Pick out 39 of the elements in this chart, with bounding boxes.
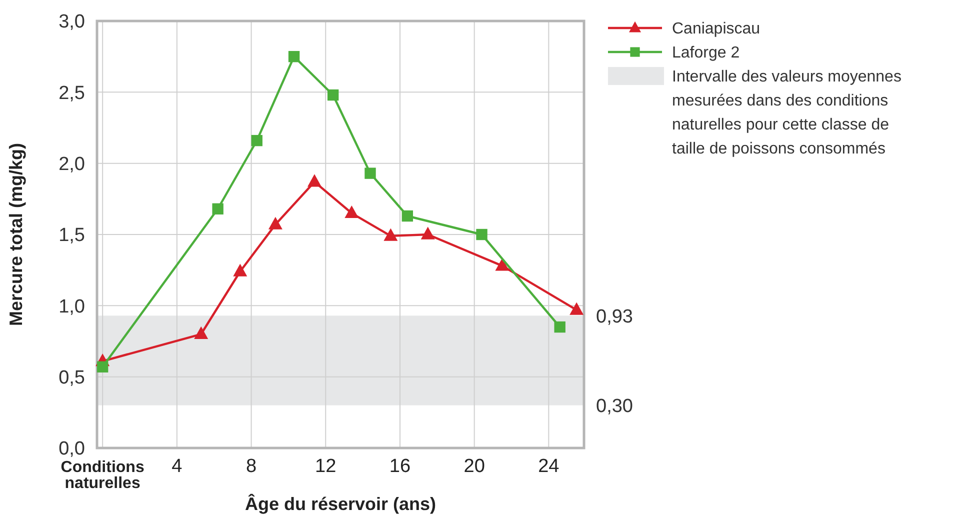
point <box>233 264 248 276</box>
y-tick-label: 1,5 <box>58 225 85 246</box>
y-tick-label: 1,0 <box>58 296 85 318</box>
y-tick-label: 3,0 <box>58 12 85 33</box>
point <box>288 50 300 62</box>
y-tick-label: 2,0 <box>58 154 85 175</box>
y-axis-title: Mercure total (mg/kg) <box>6 142 26 326</box>
point <box>495 258 510 271</box>
point <box>212 203 224 214</box>
point <box>194 326 208 340</box>
point <box>476 228 488 240</box>
point <box>251 134 262 146</box>
x-tick-label: 20 <box>464 456 485 477</box>
point <box>307 174 322 187</box>
x-axis-title: Âge du réservoir (ans) <box>244 493 436 514</box>
point <box>420 226 435 240</box>
x-tick-label: 24 <box>538 456 560 477</box>
x-tick-label: 4 <box>172 456 183 477</box>
legend-label: Laforge 2 <box>672 44 740 62</box>
text: 0,30 <box>596 396 633 417</box>
legend-label: Caniapiscau <box>672 20 760 38</box>
point <box>344 205 359 218</box>
x-tick-label: 8 <box>246 456 257 477</box>
text: 0,93 <box>596 306 633 328</box>
x-tick-label: 16 <box>389 456 411 477</box>
point <box>364 168 376 179</box>
x-tick-label: 12 <box>315 456 336 477</box>
point <box>96 361 108 372</box>
point <box>268 216 282 230</box>
point <box>327 89 339 101</box>
y-tick-label: 0,5 <box>58 367 85 388</box>
legend-label: Intervalle des valeurs moyennes mesurées dans des conditions naturelles pour cette classe de taille de poissons consommés <box>672 68 902 158</box>
point <box>554 321 566 333</box>
point <box>570 302 584 315</box>
point <box>402 210 414 222</box>
x-tick-label: Conditions naturelles <box>60 459 144 492</box>
y-tick-label: 0,0 <box>58 438 85 460</box>
point <box>384 228 398 241</box>
y-tick-label: 2,5 <box>58 82 85 104</box>
